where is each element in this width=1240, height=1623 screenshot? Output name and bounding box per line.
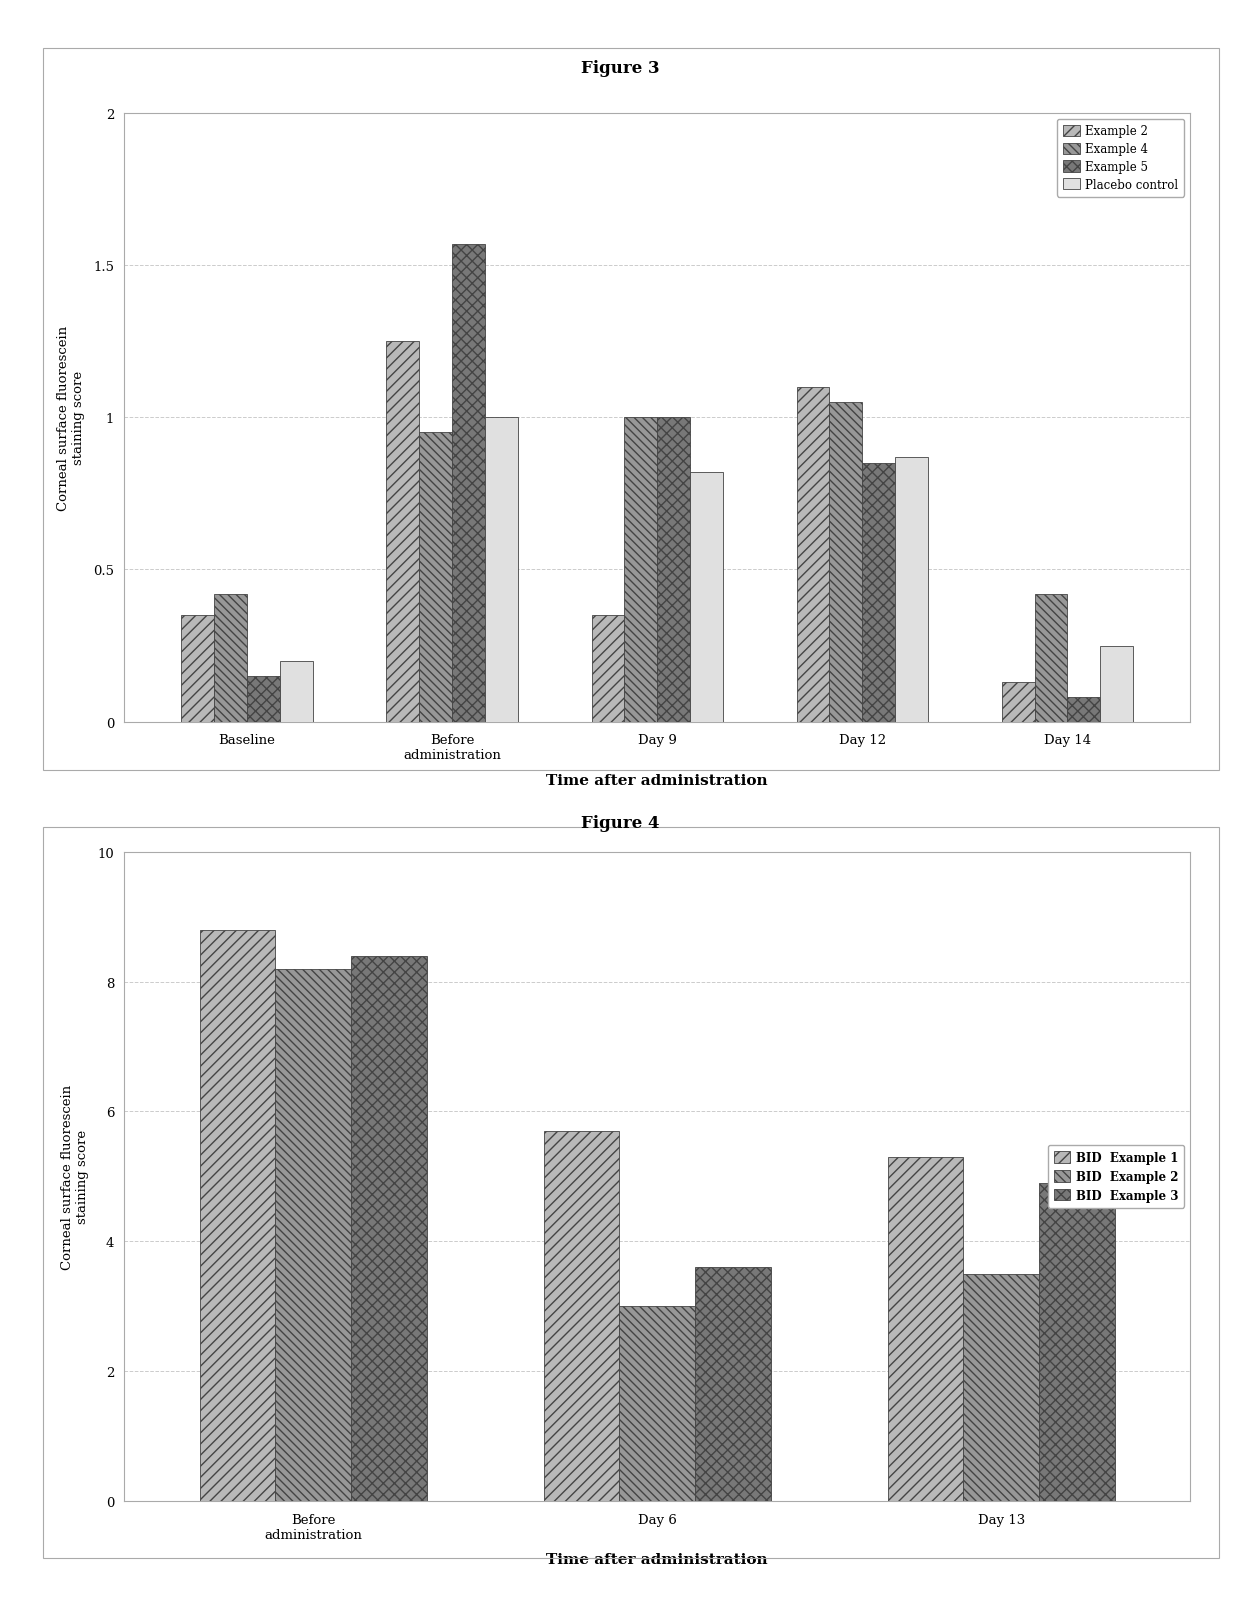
Bar (1039, 1183, 1115, 1501)
X-axis label: Time after administration: Time after administration (547, 773, 768, 787)
Text: Figure 4: Figure 4 (580, 815, 660, 831)
Bar (963, 1274, 1039, 1501)
Bar (387, 342, 419, 722)
Legend: Example 2, Example 4, Example 5, Placebo control: Example 2, Example 4, Example 5, Placebo… (1058, 120, 1184, 198)
Bar (181, 615, 215, 722)
Bar (895, 458, 928, 722)
Bar (247, 677, 280, 722)
Bar (657, 417, 689, 722)
Bar (591, 615, 625, 722)
Bar (888, 1157, 963, 1501)
Bar (689, 472, 723, 722)
Bar (543, 1131, 619, 1501)
Bar (453, 245, 485, 722)
Bar (796, 388, 830, 722)
Bar (280, 662, 312, 722)
Bar (419, 433, 453, 722)
Bar (485, 417, 518, 722)
Bar (200, 930, 275, 1501)
Bar (1068, 698, 1100, 722)
Bar (351, 956, 427, 1501)
Bar (1100, 646, 1133, 722)
Bar (1034, 594, 1068, 722)
Bar (696, 1268, 771, 1501)
Bar (625, 417, 657, 722)
Bar (215, 594, 247, 722)
Bar (275, 969, 351, 1501)
Bar (830, 403, 862, 722)
Bar (862, 464, 895, 722)
X-axis label: Time after administration: Time after administration (547, 1552, 768, 1566)
Bar (1002, 683, 1034, 722)
Legend: BID  Example 1, BID  Example 2, BID  Example 3: BID Example 1, BID Example 2, BID Exampl… (1048, 1146, 1184, 1208)
Text: Figure 3: Figure 3 (580, 60, 660, 76)
Y-axis label: Corneal surface fluorescein
staining score: Corneal surface fluorescein staining sco… (61, 1084, 89, 1269)
Y-axis label: Corneal surface fluorescein
staining score: Corneal surface fluorescein staining sco… (57, 326, 86, 510)
Bar (619, 1307, 696, 1501)
